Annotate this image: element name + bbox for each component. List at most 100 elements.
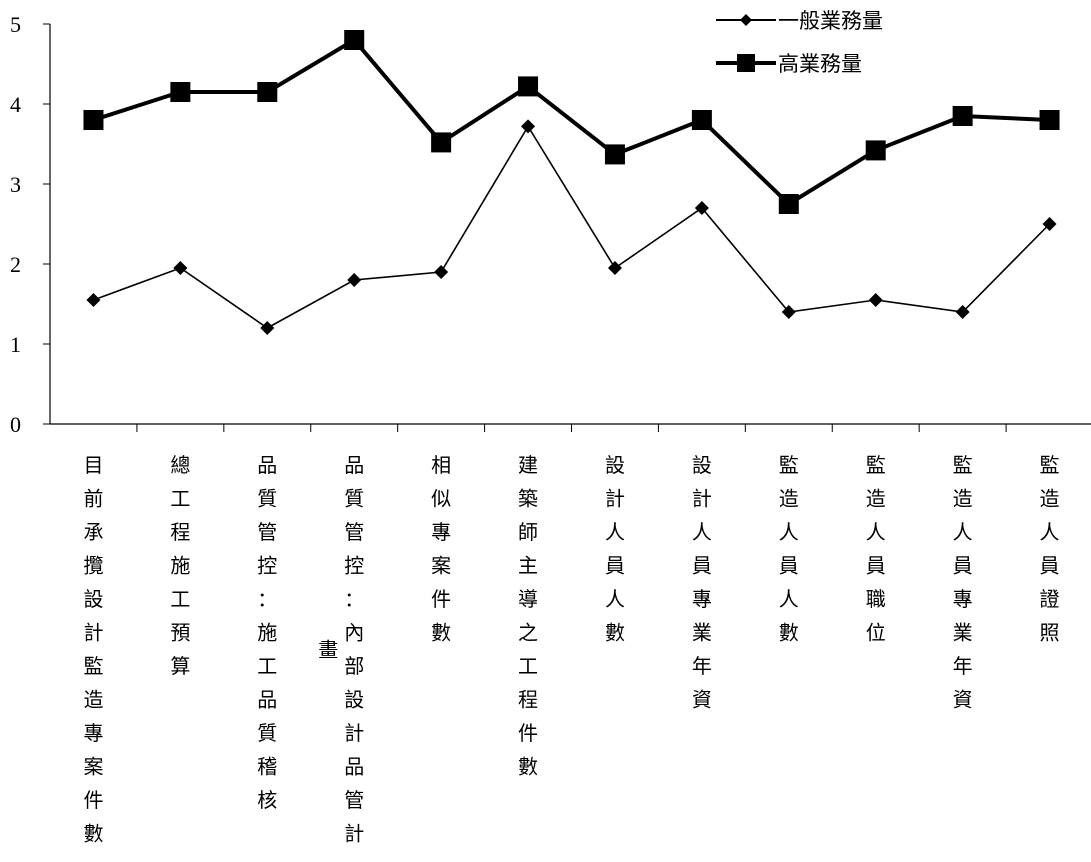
y-tick-label: 2 (10, 252, 21, 277)
category-label-char: 相 (431, 453, 451, 477)
data-point-general (521, 119, 536, 134)
category-label-char: 造 (779, 487, 799, 511)
x-axis-categories: 目前承攬設計監造專案件數總工程施工預算品質管控：施工品質稽核品質管控：內部設計品… (83, 453, 1059, 846)
y-tick-label: 3 (10, 172, 21, 197)
category-label-char: ： (344, 587, 364, 611)
category-label-char: 監 (779, 453, 799, 477)
category-label-char: 程 (518, 688, 538, 712)
data-point-general (1042, 217, 1057, 231)
category-label-char: 年 (953, 654, 973, 678)
legend-item-high: 高業務量 (716, 52, 862, 76)
category-label-char: 員 (1040, 554, 1060, 578)
category-label-char: 稽 (257, 755, 277, 779)
y-tick-label: 1 (10, 332, 21, 357)
category-label-char: 案 (83, 755, 103, 779)
legend-label-high: 高業務量 (778, 52, 862, 76)
category-label-char: 造 (866, 487, 886, 511)
category-label-char: 質 (257, 721, 277, 745)
category-label-char: 案 (431, 554, 451, 578)
category-label-char: 人 (605, 520, 625, 544)
category-label-char: 業 (692, 621, 712, 645)
category-label-char: 造 (83, 688, 103, 712)
category-label-char: 監 (83, 654, 103, 678)
data-point-high (344, 30, 365, 50)
category-label-char: 施 (170, 554, 190, 578)
category-label-char: 工 (518, 654, 538, 678)
data-point-general (434, 265, 449, 279)
category-label-char: 數 (431, 621, 451, 645)
category-label-char: 管 (344, 520, 364, 544)
category-label-char: 主 (518, 554, 538, 578)
data-point-general (694, 201, 709, 215)
category-label-char: 位 (866, 621, 886, 645)
category-label-char: 人 (1040, 520, 1060, 544)
y-tick-label: 0 (10, 412, 21, 437)
data-point-high (83, 110, 104, 130)
category-label-char: 計 (692, 487, 712, 511)
data-point-general (955, 305, 970, 319)
category-label-char: 畫 (318, 637, 338, 661)
category-label-char: 數 (605, 621, 625, 645)
legend-item-general: 一般業務量 (716, 9, 883, 33)
legend-marker-square-icon (737, 54, 755, 72)
category-label-char: 核 (257, 788, 277, 812)
legend-marker-diamond-icon (740, 14, 752, 26)
category-label-char: 部 (344, 654, 364, 678)
data-point-high (431, 132, 452, 153)
category-label-char: 設 (83, 587, 103, 611)
data-point-high (778, 194, 799, 214)
data-point-general (86, 293, 101, 307)
category-label-char: 監 (953, 453, 973, 477)
category-label-char: 資 (953, 688, 973, 712)
category-label-char: 造 (1040, 487, 1060, 511)
category-label-char: 計 (344, 721, 364, 745)
y-tick-label: 4 (10, 92, 21, 117)
category-label-char: 造 (953, 487, 973, 511)
category-label-char: 設 (344, 688, 364, 712)
legend: 一般業務量 高業務量 (716, 9, 883, 76)
series-line-general (93, 124, 1051, 329)
category-label-char: 管 (344, 788, 364, 812)
category-label-char: 管 (257, 520, 277, 544)
y-tick-label: 5 (10, 12, 21, 37)
category-label-char: 承 (83, 520, 103, 544)
category-label-char: 資 (692, 688, 712, 712)
data-point-general (781, 305, 796, 319)
category-label-char: 監 (1040, 453, 1060, 477)
category-label-char: 專 (431, 520, 451, 544)
data-point-high (170, 82, 191, 102)
category-label-char: 控 (344, 554, 364, 578)
axes (49, 24, 1091, 432)
category-label-char: 件 (518, 721, 538, 745)
data-point-general (868, 293, 883, 307)
category-label-char: 工 (170, 487, 190, 511)
data-point-high (1039, 110, 1060, 130)
data-point-high (865, 140, 886, 161)
category-label-char: 人 (779, 520, 799, 544)
category-label-char: 件 (431, 587, 451, 611)
category-label-char: 總 (170, 453, 190, 477)
series-markers (83, 30, 1060, 335)
category-label-char: 證 (1040, 587, 1060, 611)
category-label-char: 專 (83, 721, 103, 745)
category-label-char: 控 (257, 554, 277, 578)
category-label-char: 數 (83, 822, 103, 846)
category-label-char: 監 (866, 453, 886, 477)
category-label-char: 品 (344, 755, 364, 779)
category-label-char: 施 (257, 621, 277, 645)
category-label-char: 程 (170, 520, 190, 544)
category-label-char: 內 (344, 621, 364, 645)
y-axis-ticks: 0 1 2 3 4 5 (10, 12, 50, 437)
category-label-char: 專 (953, 587, 973, 611)
category-label-char: 專 (692, 587, 712, 611)
category-label-char: 職 (866, 587, 886, 611)
data-point-high (604, 144, 625, 165)
category-label-char: 員 (866, 554, 886, 578)
category-label-char: 築 (518, 487, 538, 511)
